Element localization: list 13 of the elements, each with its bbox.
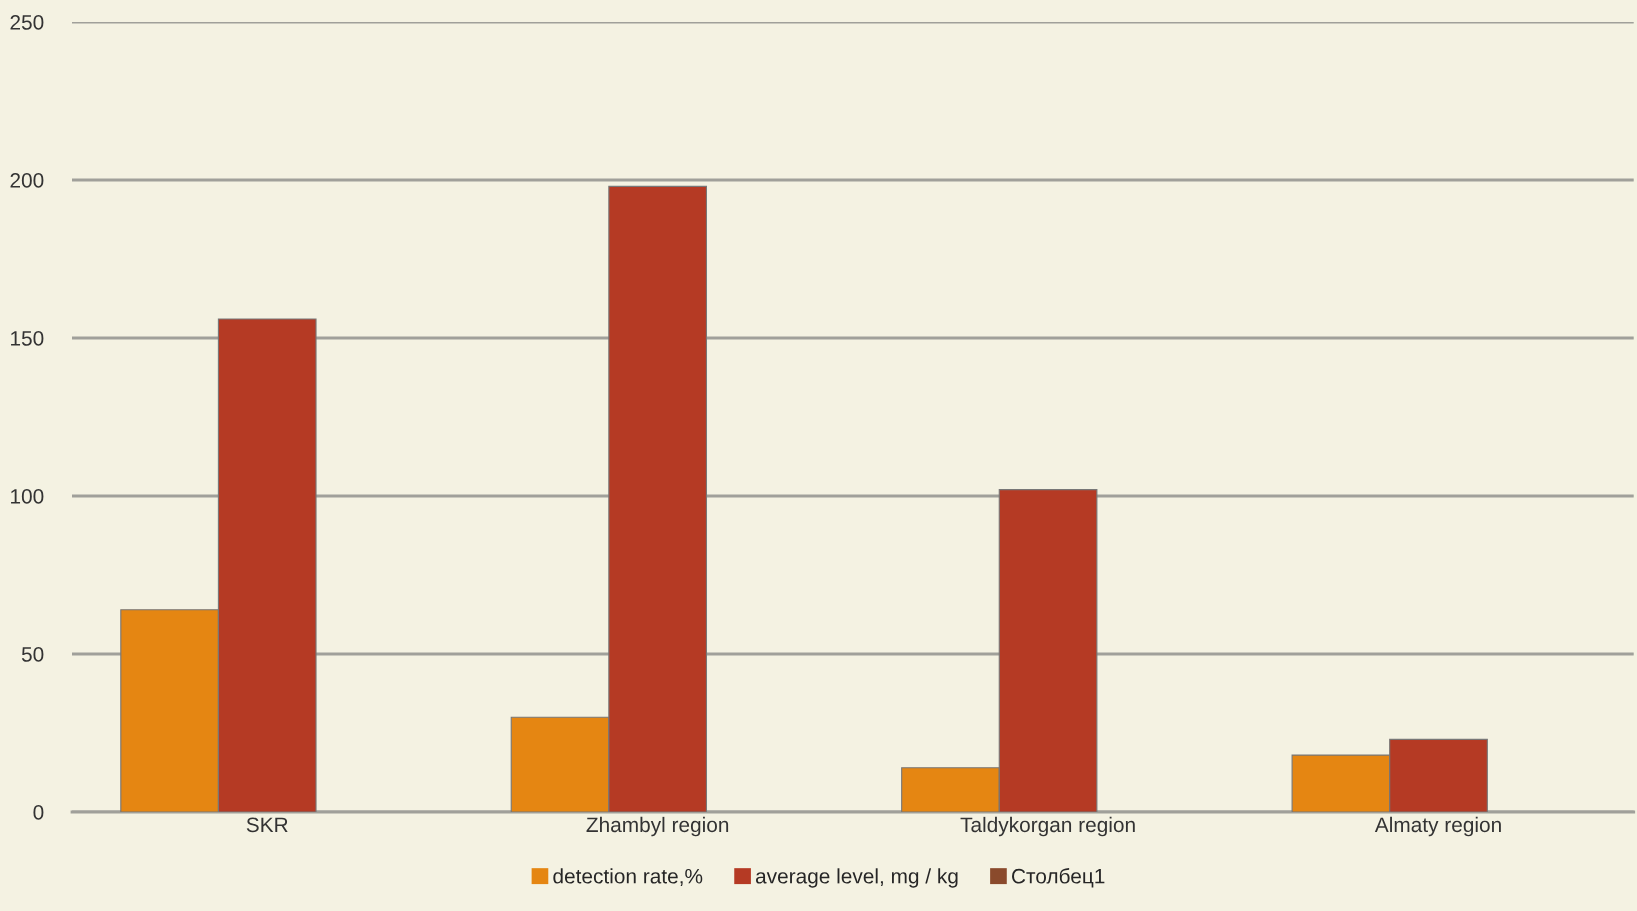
y-tick-label: 100	[11, 489, 44, 504]
y-tick-label: 200	[10, 173, 44, 188]
y-tick-label: 0	[33, 805, 44, 820]
y-tick-label: 150	[11, 331, 44, 346]
legend-label: detection rate,%	[553, 868, 703, 887]
legend-label: Столбец1	[1012, 868, 1105, 888]
legend-label: average level, mg / kg	[755, 868, 958, 888]
y-tick-label: 50	[21, 647, 44, 662]
x-tick-label: Zhambyl region	[586, 816, 729, 837]
x-tick-label: SKR	[246, 817, 288, 833]
y-tick-label: 250	[10, 15, 44, 30]
x-tick-label: Almaty region	[1374, 816, 1501, 837]
x-tick-label: Taldykorgan region	[960, 816, 1135, 837]
